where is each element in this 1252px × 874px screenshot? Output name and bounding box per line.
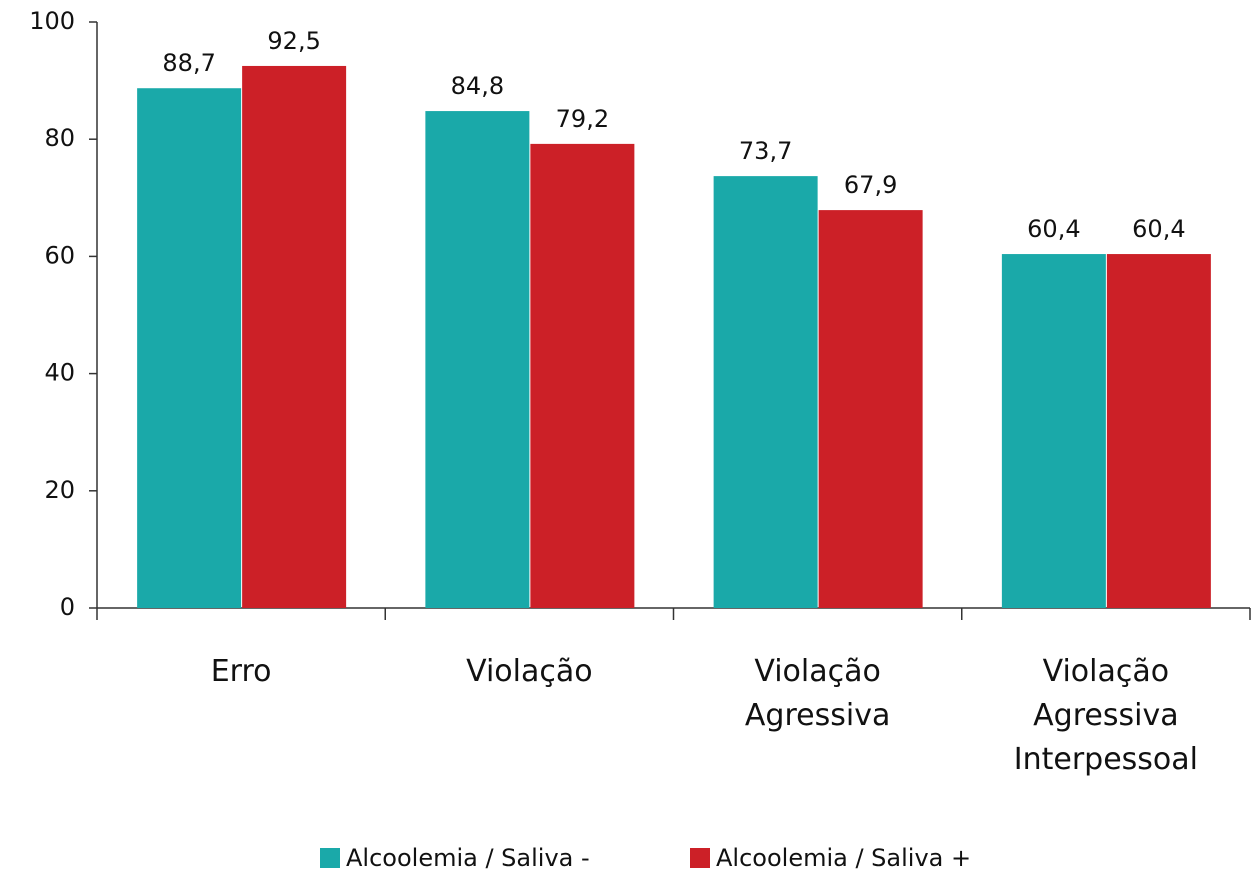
y-tick-label: 60 (44, 241, 75, 269)
bar (1001, 254, 1106, 608)
value-label: 73,7 (739, 137, 792, 165)
bar (818, 210, 923, 608)
bar (425, 111, 530, 609)
legend-label: Alcoolemia / Saliva + (716, 844, 971, 872)
x-tick-label: Violação (466, 654, 593, 689)
x-tick-label: Violação Agressiva (745, 654, 890, 733)
y-tick-label: 40 (44, 359, 75, 387)
bar (1106, 254, 1211, 608)
bar (530, 143, 635, 608)
value-label: 60,4 (1132, 215, 1185, 243)
bar (713, 176, 818, 609)
value-label: 67,9 (844, 171, 897, 199)
value-label: 92,5 (267, 27, 320, 55)
value-label: 84,8 (451, 72, 504, 100)
x-tick-label: Violação Agressiva Interpessoal (1014, 654, 1198, 777)
value-label: 60,4 (1027, 215, 1080, 243)
y-tick-label: 100 (29, 7, 75, 35)
value-label: 88,7 (162, 49, 215, 77)
bar (137, 88, 242, 608)
x-tick-label: Erro (211, 654, 272, 689)
y-tick-label: 0 (60, 593, 75, 621)
bar (242, 65, 347, 608)
legend-label: Alcoolemia / Saliva - (346, 844, 590, 872)
legend-swatch (320, 848, 340, 868)
y-tick-label: 20 (44, 476, 75, 504)
legend-swatch (690, 848, 710, 868)
y-tick-label: 80 (44, 124, 75, 152)
value-label: 79,2 (556, 105, 609, 133)
